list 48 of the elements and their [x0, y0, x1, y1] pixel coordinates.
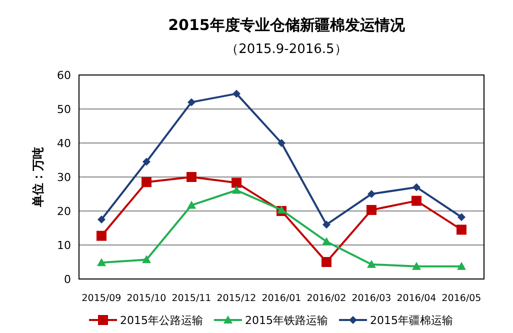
point: [412, 262, 421, 270]
x-tick-label: 2016/03: [352, 293, 392, 304]
point: [142, 177, 152, 188]
point: [232, 186, 241, 194]
point: [367, 260, 376, 268]
y-tick-label: 10: [57, 239, 71, 252]
x-tick-label: 2015/11: [172, 293, 212, 304]
y-tick-label: 50: [57, 103, 71, 116]
y-axis-title: 单位：万吨: [31, 147, 45, 208]
x-tick-label: 2016/05: [442, 293, 482, 304]
y-tick-label: 0: [64, 273, 71, 286]
point: [322, 220, 330, 229]
y-tick-label: 20: [57, 205, 71, 218]
point: [98, 216, 106, 224]
legend-label: 2015年公路运输: [120, 314, 203, 327]
y-tick-label: 40: [57, 137, 71, 150]
x-tick-label: 2016/01: [262, 293, 302, 304]
point: [188, 98, 196, 106]
point: [232, 178, 242, 188]
point: [277, 205, 286, 214]
point: [322, 257, 332, 267]
point: [187, 200, 196, 209]
point: [142, 255, 151, 264]
point: [366, 204, 376, 215]
chart-title: 2015年度专业仓储新疆棉发运情况: [168, 16, 406, 34]
point: [412, 183, 420, 192]
point: [458, 213, 466, 222]
point: [456, 224, 466, 235]
point: [412, 196, 422, 206]
legend-label: 2015年铁路运输: [245, 314, 328, 327]
point: [457, 262, 466, 270]
point: [322, 237, 331, 246]
x-tick-label: 2016/02: [306, 293, 346, 304]
chart-subtitle: （2015.9-2016.5）: [226, 42, 348, 57]
point: [232, 90, 240, 98]
point: [96, 230, 106, 241]
point: [142, 158, 150, 166]
x-tick-label: 2016/04: [396, 293, 436, 304]
point: [186, 172, 196, 182]
y-tick-label: 60: [57, 69, 71, 82]
x-tick-label: 2015/10: [126, 293, 166, 304]
legend-label: 2015年疆棉运输: [370, 314, 453, 327]
point: [97, 258, 106, 266]
y-tick-label: 30: [57, 171, 71, 184]
x-tick-label: 2015/12: [216, 293, 256, 304]
point: [278, 139, 286, 147]
point: [368, 190, 376, 198]
x-tick-label: 2015/09: [82, 293, 122, 304]
